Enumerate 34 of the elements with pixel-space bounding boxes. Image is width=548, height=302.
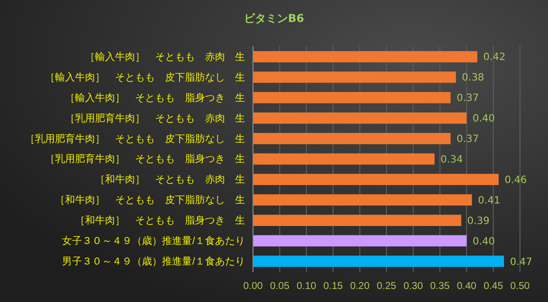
y-tick-label: ［輸入牛肉］ そともも 脂身つき 生: [65, 92, 245, 104]
y-tick-label: ［輸入牛肉］ そともも 赤肉 生: [85, 50, 245, 63]
y-tick-label: 女子３０～４９（歳）推進量/１食あたり: [62, 235, 245, 248]
data-label: 0.46: [504, 174, 527, 186]
y-tick-label: ［輸入牛肉］ そともも 皮下脂肪なし 生: [45, 71, 245, 84]
x-tick-label: 0.50: [510, 281, 530, 292]
x-tick-label: 0.40: [456, 281, 477, 292]
x-tick-label: 0.35: [430, 281, 450, 292]
x-tick-label: 0.10: [296, 281, 317, 292]
data-label: 0.40: [472, 114, 495, 125]
data-label: 0.34: [440, 154, 463, 166]
data-label: 0.38: [462, 72, 484, 84]
y-tick-label: ［和牛肉］ そともも 脂身つき 生: [75, 214, 245, 227]
x-tick-label: 0.25: [376, 281, 397, 292]
y-tick-label: ［乳用肥育牛肉］ そともも 脂身つき 生: [45, 153, 245, 166]
data-label: 0.47: [510, 256, 532, 268]
x-tick-label: 0.15: [323, 281, 344, 292]
y-tick-label: ［乳用肥育牛肉］ そともも 皮下脂肪なし 生: [25, 132, 245, 145]
data-label: 0.41: [478, 195, 500, 206]
y-tick-label: ［和牛肉］ そともも 赤肉 生: [95, 174, 245, 186]
y-tick-label: ［乳用肥育牛肉］ そともも 赤肉 生: [65, 112, 245, 124]
chart-title: ビタミンB6: [244, 12, 304, 25]
data-label: 0.39: [467, 216, 490, 227]
x-tick-label: 0.00: [243, 281, 264, 292]
data-label: 0.42: [483, 52, 506, 64]
x-tick-label: 0.45: [484, 281, 504, 292]
x-tick-label: 0.05: [270, 281, 290, 292]
data-label: 0.37: [456, 134, 479, 146]
x-tick-label: 0.30: [403, 281, 424, 292]
x-tick-label: 0.20: [350, 281, 370, 292]
y-tick-label: ［和牛肉］ そともも 皮下脂肪なし 生: [55, 194, 245, 206]
data-label: 0.40: [472, 236, 495, 248]
data-label: 0.37: [456, 93, 479, 104]
y-tick-label: 男子３０～４９（歳）推進量/１食あたり: [62, 255, 245, 268]
